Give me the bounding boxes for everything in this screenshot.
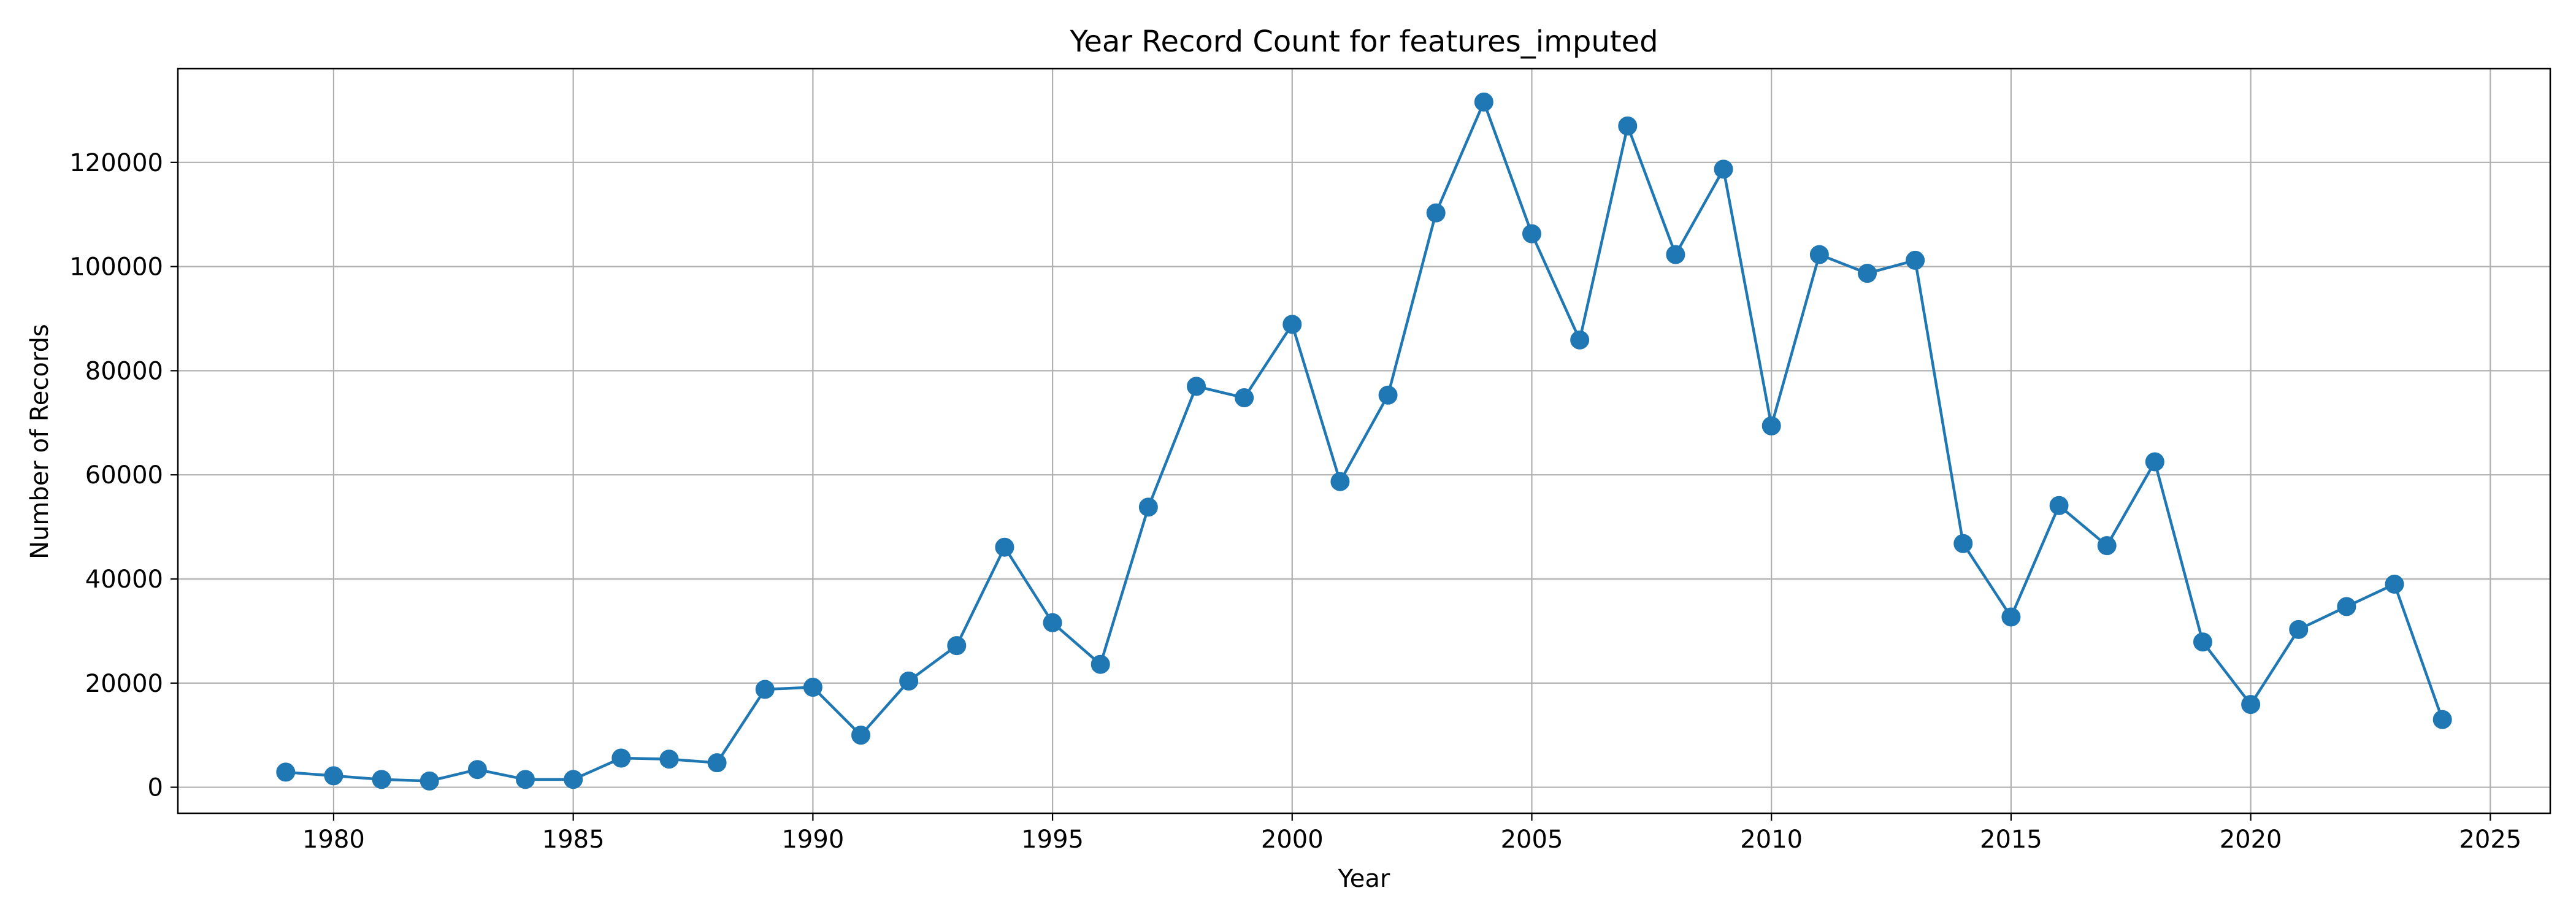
data-point: [2385, 574, 2404, 594]
x-tick-label: 1980: [302, 826, 365, 854]
data-point: [2337, 597, 2356, 616]
data-point: [1953, 534, 1973, 553]
y-tick-label: 80000: [85, 357, 163, 385]
data-point: [659, 749, 679, 769]
data-point: [2001, 607, 2021, 627]
data-point: [2145, 452, 2164, 472]
y-tick-label: 100000: [69, 253, 163, 282]
data-point: [611, 748, 631, 768]
y-axis-label: Number of Records: [26, 324, 54, 559]
data-point: [372, 770, 391, 789]
data-point: [1714, 159, 1733, 179]
x-tick-label: 2005: [1501, 826, 1563, 854]
x-tick-label: 1995: [1021, 826, 1084, 854]
series-line-group: [276, 92, 2452, 791]
y-tick-label: 0: [148, 774, 163, 802]
data-point: [1187, 377, 1206, 396]
data-point: [995, 537, 1014, 557]
x-tick-label: 2025: [2459, 826, 2521, 854]
data-point: [2097, 536, 2117, 556]
x-tick-label: 2020: [2220, 826, 2282, 854]
data-point: [2049, 496, 2069, 515]
data-point: [1378, 385, 1398, 405]
x-tick-label: 2000: [1261, 826, 1324, 854]
data-point: [755, 680, 775, 699]
x-tick-label: 1985: [542, 826, 605, 854]
data-point: [2193, 632, 2212, 652]
data-point: [1570, 330, 1590, 350]
data-point: [947, 636, 967, 656]
data-point: [1522, 224, 1541, 243]
data-point: [1906, 250, 1925, 270]
y-tick-label: 40000: [85, 565, 163, 594]
data-point: [2241, 695, 2261, 715]
data-point: [1138, 497, 1158, 517]
x-tick-label: 2010: [1740, 826, 1803, 854]
y-tick-label: 60000: [85, 461, 163, 489]
y-tick-label: 120000: [69, 149, 163, 177]
data-point: [1666, 245, 1685, 264]
chart-title: Year Record Count for features_imputed: [1069, 25, 1658, 59]
data-point: [851, 726, 871, 745]
data-point: [1618, 116, 1638, 136]
tick-labels: 1980 1985 1990 1995 2000 2005 2010 2015 2020 2025…: [69, 149, 2521, 854]
data-point: [707, 753, 727, 773]
data-point: [1809, 245, 1829, 264]
y-tick-label: 20000: [85, 670, 163, 698]
data-point: [1235, 388, 1254, 408]
data-point: [2432, 710, 2452, 729]
data-point: [420, 771, 439, 791]
data-point: [1091, 654, 1110, 674]
grid: [178, 69, 2550, 813]
data-point: [2289, 619, 2309, 639]
axes: [171, 67, 2551, 821]
x-tick-label: 1990: [781, 826, 844, 854]
data-point: [1474, 92, 1493, 112]
data-point: [1282, 315, 1302, 334]
data-point: [1043, 613, 1062, 632]
data-point: [899, 671, 919, 691]
data-point: [803, 678, 822, 697]
data-point: [1761, 416, 1781, 435]
plot-frame: [177, 67, 2551, 815]
data-point: [1857, 264, 1877, 283]
data-point: [516, 770, 535, 789]
x-tick-label: 2015: [1980, 826, 2042, 854]
data-point: [564, 770, 583, 789]
series-line: [284, 101, 2444, 783]
data-point: [1426, 203, 1446, 223]
data-point: [276, 762, 296, 782]
data-point: [467, 760, 487, 780]
data-point: [324, 766, 343, 786]
x-axis-label: Year: [1338, 865, 1390, 893]
data-point: [1330, 472, 1350, 491]
